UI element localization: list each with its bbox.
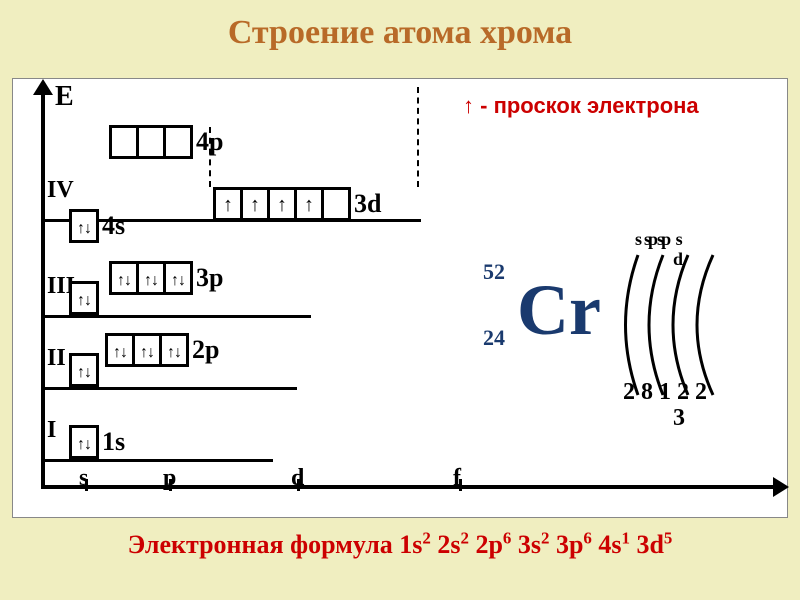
energy-level-label: IV <box>47 177 74 204</box>
orbital-box <box>294 187 324 221</box>
orbital-1s: 1s <box>69 425 125 461</box>
orbital-label: 3d <box>354 187 381 221</box>
orbital-3p: 3p <box>109 261 223 297</box>
energy-diagram: E spdf IIIIIIIV 1s2p3p4s3d4p ↑ - проскок… <box>12 78 788 518</box>
orbital-box <box>321 187 351 221</box>
orbital-4p: 4p <box>109 125 223 161</box>
y-axis <box>41 87 45 487</box>
x-tick-label: p <box>163 465 176 492</box>
orbital-box <box>136 125 166 159</box>
orbital-box <box>163 261 193 295</box>
x-tick-label: d <box>291 465 304 492</box>
orbital-label: 3p <box>196 261 223 295</box>
orbital-box <box>69 281 99 315</box>
electron-formula: Электронная формула 1s2 2s2 2p6 3s2 3p6 … <box>0 528 800 560</box>
orbital-box <box>105 333 135 367</box>
title-text: Строение атома хрома <box>228 14 572 51</box>
orbital-box <box>109 125 139 159</box>
orbital-box <box>159 333 189 367</box>
orbital-box <box>213 187 243 221</box>
orbital-2p: 2p <box>105 333 219 369</box>
orbital-box <box>163 125 193 159</box>
orbital-box <box>69 209 99 243</box>
x-tick-label: s <box>79 465 88 492</box>
x-axis-arrow-icon <box>773 477 789 497</box>
orbital-box <box>267 187 297 221</box>
shell-counts: 2 8 1 2 2 <box>623 379 707 406</box>
mass-number: 52 <box>483 259 505 285</box>
orbital-4s: 4s <box>69 209 125 245</box>
orbital-label: 4s <box>102 209 125 243</box>
y-axis-arrow-icon <box>33 79 53 95</box>
dashed-connector <box>209 127 211 187</box>
legend-text: - проскок электрона <box>480 93 699 118</box>
x-tick-label: f <box>453 465 461 492</box>
formula-text: Электронная формула 1s2 2s2 2p6 3s2 3p6 … <box>128 530 673 559</box>
energy-level-label: I <box>47 417 56 444</box>
orbital-box <box>109 261 139 295</box>
atomic-number: 24 <box>483 327 505 349</box>
orbital-label: 1s <box>102 425 125 459</box>
x-axis <box>41 485 781 489</box>
legend: ↑ - проскок электрона <box>463 93 699 119</box>
orbital-3s <box>69 281 96 317</box>
orbital-3d: 3d <box>213 187 381 223</box>
shell-top-labels: sspsp s <box>635 229 683 250</box>
orbital-box <box>240 187 270 221</box>
orbital-box <box>69 353 99 387</box>
page-title: Строение атома хрома <box>0 0 800 60</box>
orbital-box <box>136 261 166 295</box>
element-symbol: Cr <box>517 269 601 352</box>
dashed-connector <box>417 87 419 187</box>
electron-jump-arrow-icon: ↑ <box>463 93 474 119</box>
orbital-2s <box>69 353 96 389</box>
energy-level-label: II <box>47 345 66 372</box>
shell-count-sub: 3 <box>673 405 685 432</box>
y-axis-label: E <box>55 81 74 113</box>
orbital-label: 2p <box>192 333 219 367</box>
shell-d-label: d <box>673 249 683 270</box>
orbital-box <box>132 333 162 367</box>
orbital-box <box>69 425 99 459</box>
element-panel: 52 24 Cr sspsp s d 2 8 1 2 2 3 <box>483 229 783 429</box>
